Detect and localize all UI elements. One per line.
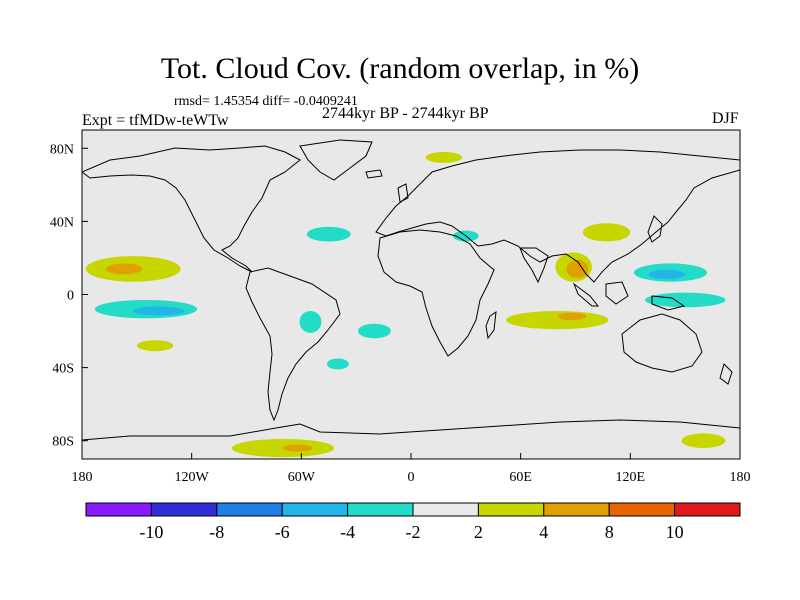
rmsd-stats: rmsd= 1.45354 diff= -0.0409241	[174, 94, 358, 109]
x-tick-label-5: 120E	[616, 470, 646, 485]
colorbar-box-6	[477, 502, 545, 517]
y-tick-label-0: 80N	[50, 142, 74, 157]
anomaly-patch-17	[582, 223, 631, 242]
y-tick-label-4: 80S	[52, 435, 74, 450]
anomaly-patch-21	[681, 433, 726, 449]
colorbar-box-1	[150, 502, 218, 517]
anomaly-patch-15	[648, 269, 686, 279]
colorbar-box-9	[674, 502, 741, 517]
anomaly-patch-3	[133, 306, 185, 316]
x-tick-label-6: 180	[730, 470, 751, 485]
colorbar-box-7	[543, 502, 610, 517]
anomaly-patch-13	[566, 259, 589, 279]
anomaly-patch-8	[326, 358, 349, 370]
coastlines	[82, 139, 740, 441]
coast-india	[519, 247, 549, 284]
colorbar-label-2: -6	[275, 522, 290, 542]
colorbar-label-8: 10	[666, 522, 684, 542]
colorbar-box-3	[281, 502, 349, 517]
period-label: 2744kyr BP - 2744kyr BP	[322, 105, 489, 122]
y-tick-label-2: 0	[67, 289, 74, 304]
anomaly-patch-16	[644, 292, 726, 308]
coast-north-america	[82, 145, 301, 273]
anomaly-patch-11	[557, 312, 587, 321]
anomaly-patch-5	[306, 226, 351, 242]
anomaly-patch-7	[299, 310, 322, 333]
coast-borneo	[605, 281, 629, 305]
colorbar-box-0	[85, 502, 152, 517]
anomaly-layer	[85, 151, 726, 458]
chart-title: Tot. Cloud Cov. (random overlap, in %)	[160, 52, 640, 85]
colorbar-label-5: 2	[474, 522, 483, 542]
coast-new-zealand	[719, 363, 733, 385]
coast-greenland	[299, 139, 373, 181]
colorbar-label-1: -8	[209, 522, 224, 542]
coast-africa	[377, 229, 495, 357]
coast-south-america	[245, 267, 341, 422]
x-tick-label-2: 60W	[288, 470, 316, 485]
colorbar-box-8	[608, 502, 676, 517]
anomaly-patch-20	[283, 444, 313, 452]
colorbar-box-2	[216, 502, 283, 517]
colorbar-label-4: -2	[406, 522, 421, 542]
coast-sumatra	[572, 282, 600, 307]
coast-iceland	[365, 169, 383, 179]
coast-eurasia	[375, 149, 740, 283]
x-tick-label-4: 60E	[509, 470, 532, 485]
colorbar-label-6: 4	[539, 522, 548, 542]
coast-australia	[621, 313, 703, 373]
colorbar-box-4	[347, 502, 414, 517]
y-tick-label-1: 40N	[50, 215, 74, 230]
anomaly-patch-1	[105, 263, 143, 275]
x-tick-label-3: 0	[408, 470, 415, 485]
anomaly-patch-18	[425, 151, 463, 163]
season-label: DJF	[712, 110, 739, 127]
coast-japan	[647, 215, 663, 243]
y-tick-label-3: 40S	[52, 362, 74, 377]
colorbar-label-7: 8	[605, 522, 614, 542]
colorbar-label-0: -10	[139, 522, 163, 542]
map-background	[82, 130, 740, 459]
coast-antarctica	[82, 419, 740, 441]
x-tick-label-1: 120W	[175, 470, 210, 485]
anomaly-patch-6	[357, 323, 391, 339]
colorbar: -10 -8 -6 -4 -2 2 4 8 10	[85, 502, 741, 542]
coast-madagascar	[485, 310, 497, 340]
coast-new-guinea	[651, 295, 686, 311]
coast-british-isles	[397, 183, 409, 203]
axes: 180 120W 60W 0 60E 120E 180 80N 40N 0 40S 80S	[50, 142, 751, 485]
experiment-label: Expt = tfMDw-teWTw	[82, 112, 229, 129]
colorbar-box-5	[412, 502, 479, 517]
colorbar-label-3: -4	[340, 522, 355, 542]
x-tick-label-0: 180	[72, 470, 93, 485]
anomaly-patch-10	[506, 310, 609, 330]
anomaly-patch-4	[136, 340, 174, 352]
anomaly-patch-19	[231, 438, 335, 458]
